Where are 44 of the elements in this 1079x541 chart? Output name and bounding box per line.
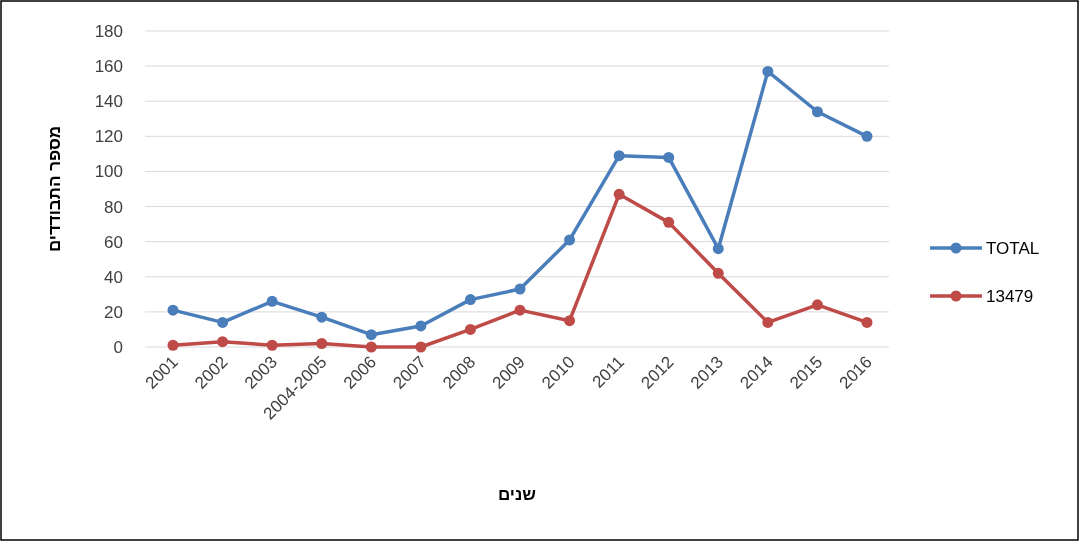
point bbox=[861, 316, 873, 328]
y-tick-label: 140 bbox=[94, 92, 123, 112]
x-axis-title: שנים bbox=[497, 485, 537, 504]
point bbox=[316, 337, 328, 349]
point bbox=[811, 106, 823, 118]
legend-label: 13479 bbox=[986, 286, 1034, 306]
legend-label: TOTAL bbox=[986, 238, 1040, 258]
point bbox=[415, 320, 427, 332]
point bbox=[663, 151, 675, 163]
point bbox=[663, 216, 675, 228]
point bbox=[217, 316, 229, 328]
point bbox=[514, 304, 526, 316]
point bbox=[217, 336, 229, 348]
point bbox=[762, 316, 774, 328]
point bbox=[564, 315, 576, 327]
point bbox=[564, 234, 576, 246]
point bbox=[861, 130, 873, 142]
point bbox=[712, 267, 724, 279]
y-axis-title: מספר התבודדים bbox=[45, 125, 64, 253]
point bbox=[514, 283, 526, 295]
y-tick-label: 20 bbox=[104, 302, 123, 322]
point bbox=[464, 323, 476, 335]
point bbox=[613, 150, 625, 162]
point bbox=[365, 329, 377, 341]
point bbox=[712, 243, 724, 255]
point bbox=[167, 304, 179, 316]
point bbox=[266, 339, 278, 351]
y-tick-label: 120 bbox=[94, 127, 123, 147]
y-tick-label: 180 bbox=[94, 21, 123, 41]
y-tick-label: 160 bbox=[94, 57, 123, 77]
point bbox=[266, 295, 278, 307]
y-tick-label: 80 bbox=[104, 197, 123, 217]
point bbox=[316, 311, 328, 323]
y-tick-label: 40 bbox=[104, 267, 123, 287]
y-tick-label: 60 bbox=[104, 232, 123, 252]
y-tick-label: 100 bbox=[94, 162, 123, 182]
y-tick-label: 0 bbox=[113, 337, 123, 357]
point bbox=[762, 65, 774, 77]
point bbox=[613, 188, 625, 200]
point bbox=[811, 299, 823, 311]
point bbox=[167, 339, 179, 351]
point bbox=[365, 341, 377, 353]
point bbox=[415, 341, 427, 353]
point bbox=[464, 294, 476, 306]
